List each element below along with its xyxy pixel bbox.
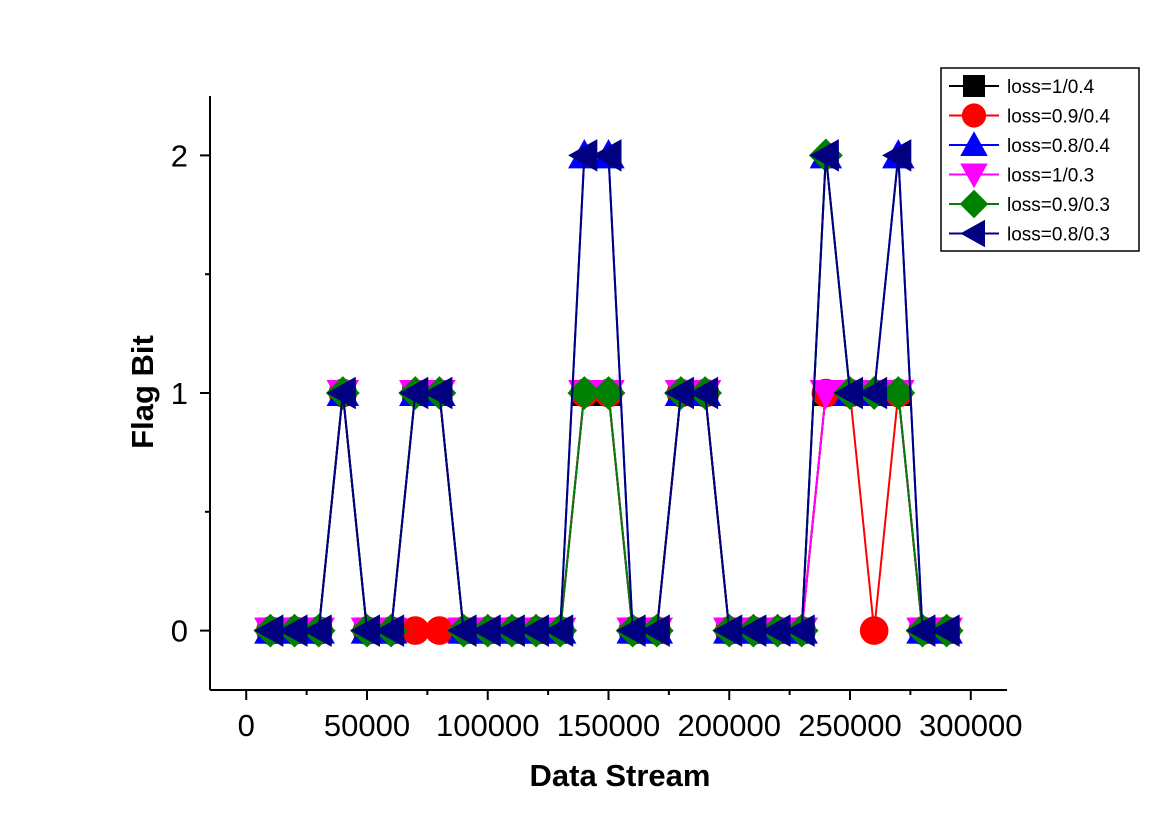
y-tick-label: 2 [171,138,188,173]
data-point [350,614,380,647]
data-point [761,614,791,647]
legend-label: loss=0.8/0.4 [1007,136,1110,157]
y-axis-title: Flag Bit [125,335,160,449]
series-line [270,392,947,632]
axes: 0 1 2 0 50000 100000 150000 200000 250000 300000 [171,96,1022,743]
x-axis-title: Data Stream [530,758,711,793]
data-point [471,614,501,647]
data-point [809,380,843,410]
legend-item: loss=0.9/0.3 [949,189,1110,219]
data-point [302,614,332,647]
legend-item: loss=1/0.4 [949,75,1095,98]
legend-label: loss=0.9/0.4 [1007,107,1110,128]
x-tick-label: 50000 [324,708,410,743]
x-tick-label: 150000 [557,708,660,743]
data-point [859,616,889,645]
data-point [833,376,864,410]
data-point [447,614,477,647]
data-point [254,614,284,647]
x-tick-label: 300000 [919,708,1022,743]
legend-item: loss=0.8/0.3 [949,219,1110,248]
data-point [616,614,646,647]
legend-box [940,67,1140,252]
legend-item: loss=0.8/0.4 [949,131,1110,157]
series-line [270,392,947,632]
series-1 [257,380,960,644]
data-point [278,614,308,647]
data-point [857,376,888,410]
data-point [664,376,694,410]
legend-label: loss=1/0.3 [1007,166,1094,187]
data-point [881,376,916,410]
data-point [425,616,454,645]
series-4 [254,380,963,647]
data-point [591,376,626,410]
data-point [737,614,767,647]
legend-label: loss=1/0.4 [1007,77,1095,98]
data-point [423,376,453,410]
data-point [568,139,598,172]
legend-marker [959,189,989,219]
x-tick-label: 0 [238,708,255,743]
data-point [713,614,743,647]
y-tick-label: 1 [171,376,188,411]
data-point [326,376,356,410]
series-line [270,392,947,632]
data-point [519,614,550,647]
data-point [882,139,912,172]
data-point [399,376,429,410]
legend-item: loss=0.9/0.4 [949,103,1110,128]
data-point [495,614,525,647]
legend-marker [961,103,987,128]
data-point [809,139,839,172]
data-point [400,616,430,645]
legend-marker [963,75,985,97]
data-point [640,614,670,647]
data-point [688,376,719,410]
legend-marker [960,131,988,156]
data-point [567,376,602,410]
x-tick-label: 250000 [798,708,901,743]
y-tick-label: 0 [171,614,188,649]
series-layer [253,138,964,648]
x-tick-label: 100000 [436,708,539,743]
data-point [785,614,815,647]
data-point [930,614,960,647]
data-point [592,139,622,172]
legend-item: loss=1/0.3 [949,163,1094,189]
legend-label: loss=0.9/0.3 [1007,195,1110,216]
legend-marker [960,163,988,189]
legend-label: loss=0.8/0.3 [1007,225,1110,246]
legend-marker [960,219,985,248]
legend: loss=1/0.4 loss=0.9/0.4 loss=0.8/0.4 loss=1… [940,67,1140,252]
data-point [906,614,936,647]
series-6 [254,139,960,647]
data-point [374,614,405,647]
data-point [543,614,574,647]
series-2 [256,378,961,645]
x-tick-label: 200000 [678,708,781,743]
